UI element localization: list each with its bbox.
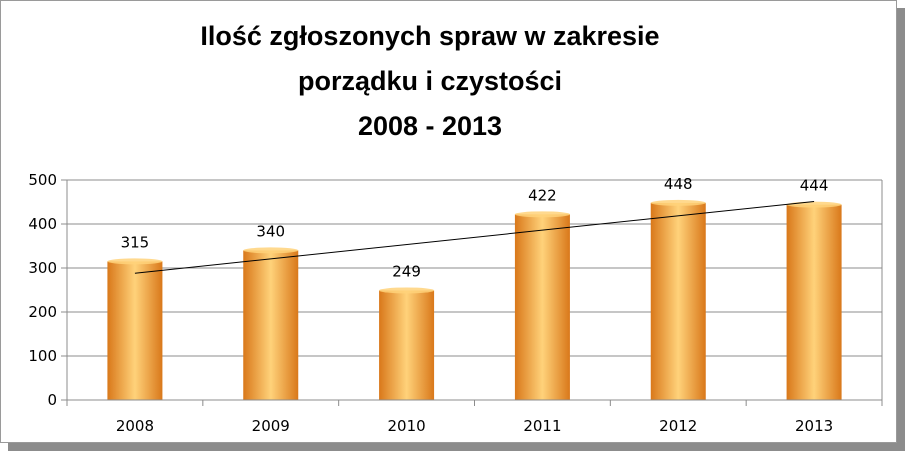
chart-title-line-2: porządku i czystości [297,66,563,96]
bar [107,261,163,400]
data-label: 340 [256,222,285,240]
data-label: 249 [392,262,421,280]
x-tick-label: 2011 [523,417,561,435]
bar [650,202,706,400]
data-label: 448 [664,175,693,193]
x-tick-label: 2012 [659,417,697,435]
bar-top [650,199,706,206]
bar [514,214,570,400]
data-label: 315 [121,233,150,251]
x-tick-label: 2008 [116,417,154,435]
trendline [134,200,815,274]
bar-2010 [379,287,435,400]
chart-title-line-3: 2008 - 2013 [357,111,503,141]
x-tick-label: 2010 [387,417,425,435]
bar [243,250,299,400]
y-tick-label: 100 [28,347,57,365]
data-labels: 315 340 249 422 448 444 [121,175,829,281]
bar-top [243,247,299,254]
y-tick-label: 200 [28,303,57,321]
bar [379,290,435,400]
gridlines [67,179,882,401]
y-tick-label: 500 [28,171,57,189]
x-tick-label: 2013 [795,417,833,435]
bars [107,199,842,400]
bar-top [107,258,163,265]
bar-top [786,201,842,208]
data-label: 422 [528,186,557,204]
bar-top [379,287,435,294]
chart-title: Ilość zgłoszonych spraw w zakresie porzą… [110,14,750,149]
bar-2011 [514,211,570,400]
chart-title-line-1: Ilość zgłoszonych spraw w zakresie [200,21,660,51]
trendline [134,200,815,274]
y-tick-label: 300 [28,259,57,277]
bar-2012 [650,199,706,400]
bar-2009 [243,247,299,400]
x-tick-label: 2009 [252,417,290,435]
y-tick-label: 400 [28,215,57,233]
axes: 0 100 200 300 400 500 2008 2009 2010 2011 2012 2013 [28,171,883,435]
bar-top [514,211,570,218]
frame-shadow-bottom [8,443,905,451]
bar-2013 [786,201,842,400]
bar [786,204,842,400]
y-tick-label: 0 [47,391,57,409]
data-label: 444 [800,177,829,195]
bar-2008 [107,258,163,400]
frame-shadow-right [897,8,905,451]
